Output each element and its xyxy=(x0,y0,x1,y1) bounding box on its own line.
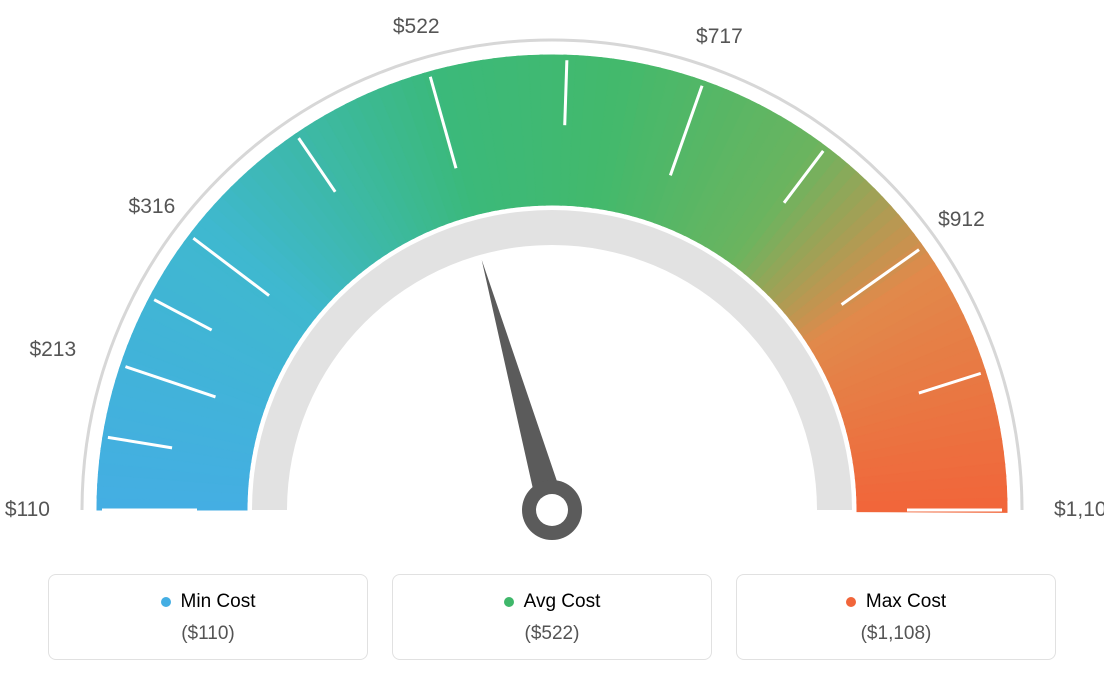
cost-gauge-container: $110 $213 $316 $522 $717 $912 $1,108 Min Cost … xyxy=(0,0,1104,690)
gauge-tick-label: $912 xyxy=(938,208,985,232)
dot-icon xyxy=(504,597,514,607)
dot-icon xyxy=(846,597,856,607)
legend-card-avg: Avg Cost ($522) xyxy=(392,574,712,660)
gauge-tick-label: $1,108 xyxy=(1054,498,1104,522)
gauge-tick-label: $110 xyxy=(5,498,50,522)
legend-card-max: Max Cost ($1,108) xyxy=(736,574,1056,660)
gauge-tick-label: $316 xyxy=(129,195,176,219)
legend-value-max: ($1,108) xyxy=(737,623,1055,645)
legend-label-max: Max Cost xyxy=(846,591,946,613)
gauge-tick-label: $522 xyxy=(393,15,440,39)
dot-icon xyxy=(161,597,171,607)
legend-card-min: Min Cost ($110) xyxy=(48,574,368,660)
legend-label-text: Min Cost xyxy=(181,591,256,613)
legend-label-avg: Avg Cost xyxy=(504,591,601,613)
gauge-area: $110 $213 $316 $522 $717 $912 $1,108 xyxy=(0,0,1104,560)
gauge-svg xyxy=(0,0,1104,560)
legend-row: Min Cost ($110) Avg Cost ($522) Max Cost… xyxy=(48,574,1056,660)
gauge-tick-label: $213 xyxy=(29,338,76,362)
legend-value-min: ($110) xyxy=(49,623,367,645)
legend-value-avg: ($522) xyxy=(393,623,711,645)
gauge-tick-label: $717 xyxy=(696,25,743,49)
legend-label-min: Min Cost xyxy=(161,591,256,613)
legend-label-text: Max Cost xyxy=(866,591,946,613)
legend-label-text: Avg Cost xyxy=(524,591,601,613)
